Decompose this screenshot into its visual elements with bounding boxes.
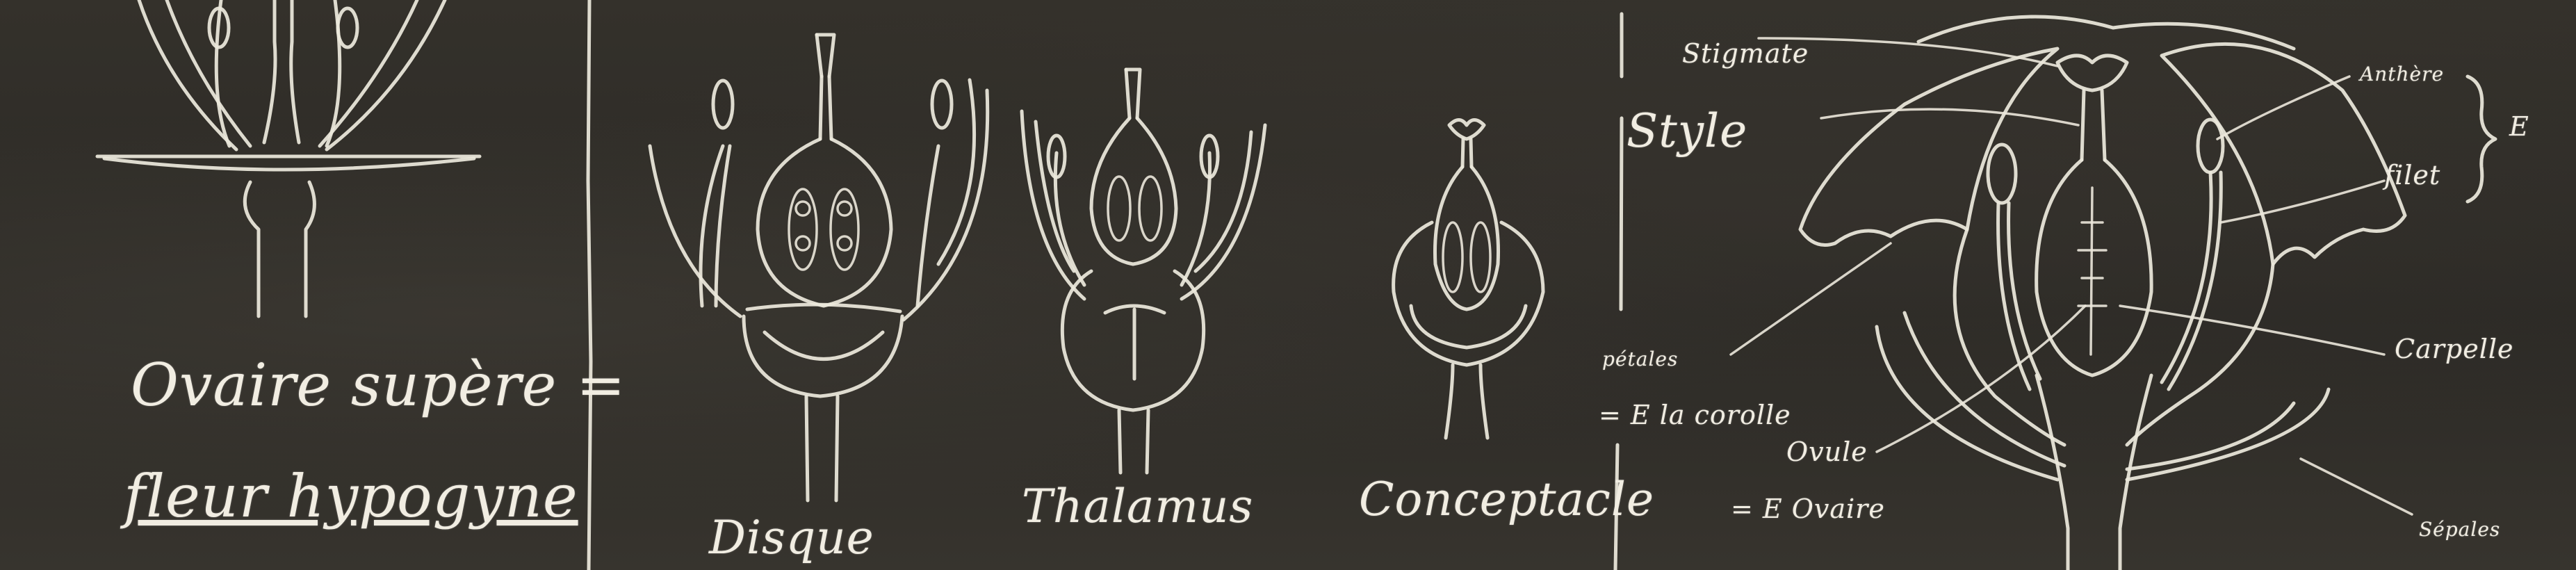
- label-stigmate: Stigmate: [1682, 38, 1809, 69]
- label-ovaire-supere: Ovaire supère =: [131, 351, 626, 419]
- flower-hypogyne-drawing: [95, 0, 482, 318]
- label-ovaire: = E Ovaire: [1731, 494, 1885, 524]
- label-disque: Disque: [709, 511, 874, 564]
- label-anthere: Anthère: [2360, 63, 2445, 86]
- divider-right-mid: [1619, 116, 1624, 311]
- label-ovule: Ovule: [1786, 437, 1868, 467]
- label-fleur-hypogyne: fleur hypogyne: [124, 462, 578, 530]
- flower-detailed-drawing: [1729, 15, 2497, 570]
- label-sepales: Sépales: [2419, 518, 2501, 541]
- label-petales: pétales: [1602, 348, 1679, 370]
- label-style: Style: [1627, 104, 1748, 158]
- flower-thalamus-drawing: [1020, 67, 1267, 475]
- divider-right-bottom: [1613, 443, 1620, 570]
- divider-left: [586, 0, 593, 570]
- flower-disque-drawing: [648, 33, 990, 503]
- label-brace-e: E: [2509, 111, 2529, 142]
- label-thalamus: Thalamus: [1022, 480, 1254, 533]
- flower-conceptacle-drawing: [1392, 118, 1545, 440]
- label-corolle: = E la corolle: [1599, 400, 1791, 430]
- label-filet: filet: [2384, 160, 2441, 190]
- label-carpelle: Carpelle: [2395, 334, 2514, 364]
- label-conceptacle: Conceptacle: [1359, 473, 1655, 526]
